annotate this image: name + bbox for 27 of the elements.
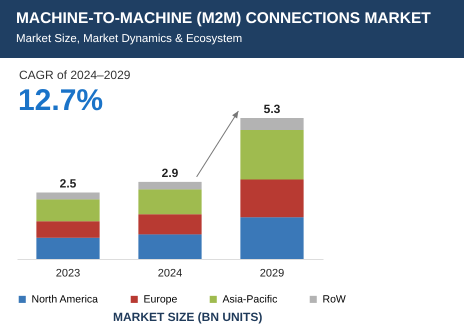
bar	[36, 238, 100, 259]
x-tick-label: 2029	[260, 268, 284, 280]
x-tick-label: 2023	[56, 268, 80, 280]
annotation: 2.9	[162, 166, 179, 180]
chart-subtitle: Market Size, Market Dynamics & Ecosystem	[16, 33, 242, 45]
bar	[240, 217, 304, 259]
legend-label: North America	[32, 293, 98, 306]
bar	[138, 182, 202, 190]
legend-label: Asia-Pacific	[222, 293, 278, 306]
bar	[240, 130, 304, 180]
bar	[36, 221, 100, 238]
bar	[138, 214, 202, 234]
chart-title: MACHINE-TO-MACHINE (M2M) CONNECTIONS MARKET	[16, 10, 431, 28]
bar	[138, 234, 202, 259]
annotation: 5.3	[264, 102, 281, 116]
bar	[138, 189, 202, 214]
bar	[36, 192, 100, 200]
x-tick-label: 2024	[158, 268, 182, 280]
text: MARKET SIZE (BN UNITS)	[113, 310, 262, 324]
annotation: 2.5	[60, 176, 77, 190]
bar	[240, 179, 304, 218]
legend-label: RoW	[322, 293, 346, 306]
text: CAGR of 2024–2029	[19, 68, 130, 82]
bar	[240, 118, 304, 130]
legend-label: Europe	[144, 293, 178, 306]
bar	[36, 199, 100, 222]
text: 12.7%	[18, 84, 104, 118]
